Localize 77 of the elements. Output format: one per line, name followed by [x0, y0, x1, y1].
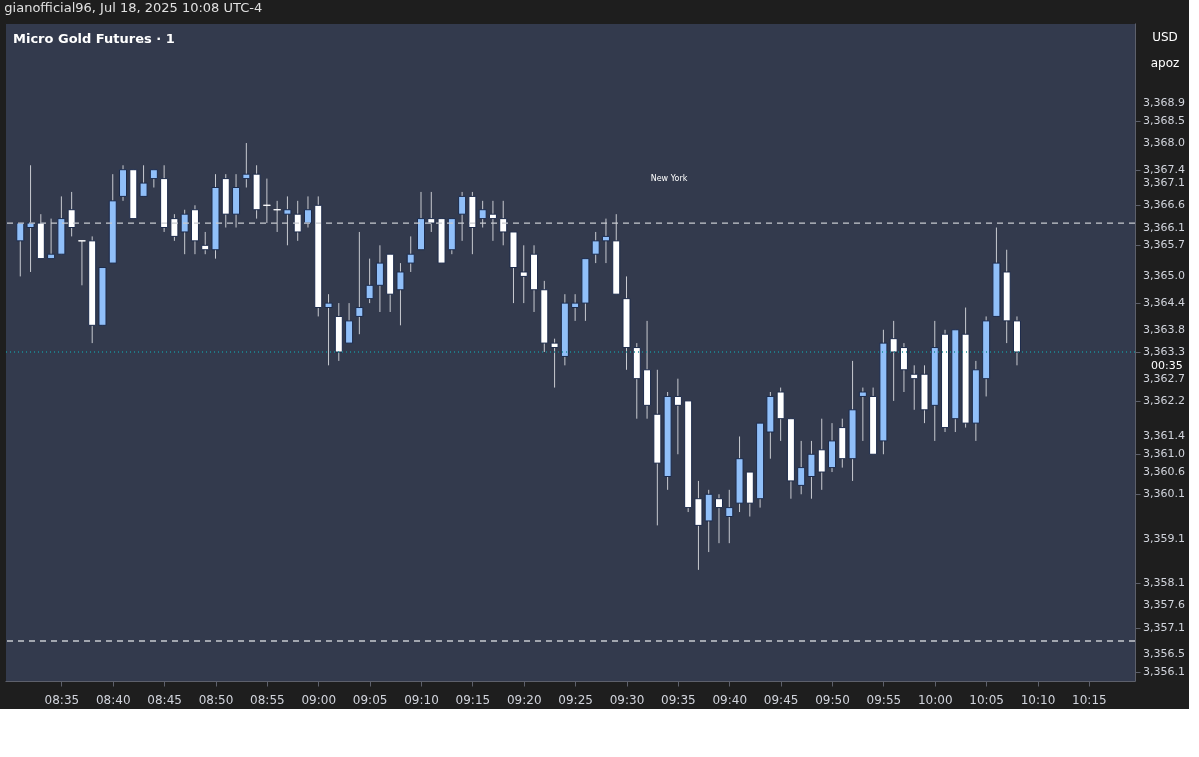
x-tick-label: 09:45	[763, 692, 799, 707]
candlestick	[355, 231, 364, 335]
candlestick	[910, 364, 919, 411]
x-tick-label: 09:25	[558, 692, 593, 707]
y-tick-label: 3,362.7	[1143, 371, 1185, 385]
x-tick-label: 09:00	[301, 692, 337, 707]
x-tick-label: 09:40	[712, 692, 748, 707]
candlestick	[899, 342, 908, 393]
y-tick-label: 3,361.4	[1143, 429, 1185, 443]
y-tick-label: 3,361.0	[1143, 447, 1185, 461]
candlestick	[345, 302, 354, 344]
x-tick-label: 10:00	[917, 692, 953, 707]
x-tick-label: 08:35	[44, 692, 80, 707]
y-tick-label: 3,367.1	[1143, 176, 1185, 190]
x-tick-label: 09:30	[609, 692, 645, 707]
y-tick-label: 3,362.2	[1143, 393, 1185, 407]
y-tick-label: 3,365.7	[1143, 238, 1185, 252]
candlestick	[519, 244, 528, 304]
y-tick-label: 3,364.4	[1143, 296, 1185, 310]
y-tick-label: 3,357.6	[1143, 598, 1185, 612]
candlestick	[725, 489, 734, 544]
x-tick-label: 10:10	[1020, 692, 1056, 707]
text: apoz	[1150, 56, 1180, 70]
x-tick-label: 10:15	[1072, 692, 1107, 707]
text: USD	[1152, 30, 1178, 44]
y-tick-label: 3,363.8	[1143, 322, 1185, 336]
candlestick	[375, 244, 384, 313]
y-tick-label: 3,358.1	[1143, 576, 1185, 590]
annotation: New York	[650, 174, 688, 183]
y-tick-label: 3,357.1	[1143, 620, 1185, 634]
y-tick-label: 3,365.0	[1143, 269, 1185, 283]
candlestick	[591, 231, 600, 264]
x-tick-label: 10:05	[969, 692, 1004, 707]
x-tick-label: 08:45	[147, 692, 182, 707]
y-tick-label: 3,366.6	[1143, 198, 1185, 212]
candlestick	[889, 320, 898, 402]
y-tick-label: 3,360.6	[1143, 465, 1185, 479]
candlestick	[550, 338, 559, 389]
candlestick	[242, 142, 251, 188]
candlestick	[807, 440, 816, 500]
y-tick-label: 3,356.5	[1143, 647, 1185, 661]
x-tick-label: 09:15	[455, 692, 491, 707]
candlestick	[714, 493, 723, 544]
x-tick-label: 09:35	[661, 692, 696, 707]
x-tick-label: 08:55	[250, 692, 285, 707]
x-tick-label: 09:50	[815, 692, 850, 707]
candlestick	[571, 293, 580, 322]
candlestick	[201, 231, 210, 255]
candlestick	[797, 440, 806, 495]
x-tick-label: 09:55	[866, 692, 902, 707]
candlestick	[673, 378, 682, 455]
y-tick-label: 3,366.1	[1143, 220, 1185, 234]
y-tick-label: 3,368.0	[1143, 136, 1185, 150]
candlestick	[149, 169, 158, 188]
candlestick	[817, 418, 826, 491]
x-tick-label: 08:40	[95, 692, 131, 707]
text: gianofficial96, Jul 18, 2025 10:08 UTC-4	[4, 0, 263, 15]
candlestick	[324, 293, 333, 366]
text: Micro Gold Futures · 1	[13, 31, 175, 46]
y-tick-label: 3,359.1	[1143, 531, 1185, 545]
y-tick-label: 3,368.9	[1143, 96, 1185, 110]
candlestick	[406, 235, 415, 273]
x-tick-label: 09:20	[506, 692, 542, 707]
y-tick-label: 3,368.5	[1143, 113, 1185, 127]
candlestick	[77, 240, 86, 286]
candlestick	[396, 262, 405, 326]
candlestick	[139, 164, 148, 197]
x-tick-label: 09:05	[352, 692, 388, 707]
y-tick-label: 3,356.1	[1143, 665, 1185, 679]
x-tick-label: 09:10	[404, 692, 439, 707]
x-tick-label: 08:50	[198, 692, 234, 707]
y-tick-label: 3,367.4	[1143, 162, 1185, 176]
candlestick	[858, 387, 867, 442]
candlestick	[365, 258, 374, 304]
text: 00:35	[1151, 359, 1183, 372]
y-tick-label: 3,360.1	[1143, 487, 1185, 501]
y-tick-label: 3,363.3	[1143, 345, 1185, 358]
